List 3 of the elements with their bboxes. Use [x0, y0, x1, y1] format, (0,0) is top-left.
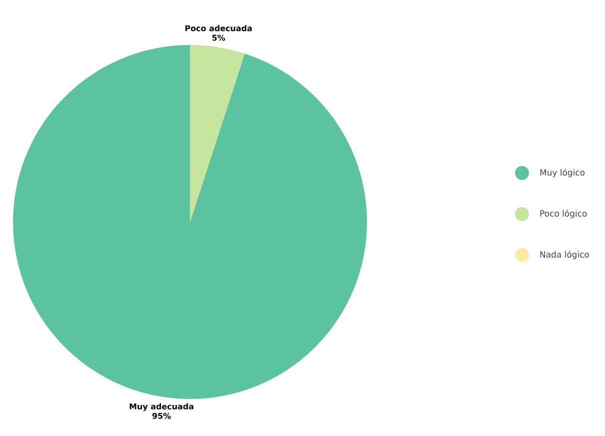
legend-label: Nada lógico	[540, 250, 589, 260]
legend-label: Muy lógico	[540, 168, 585, 178]
legend-label: Poco lógico	[540, 210, 587, 218]
